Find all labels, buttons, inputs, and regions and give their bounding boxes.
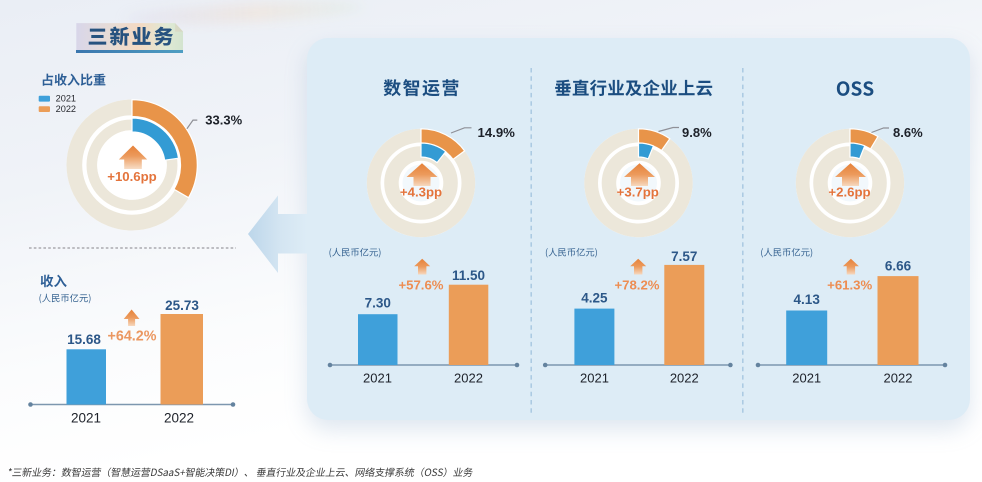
svg-text:2021: 2021	[363, 371, 392, 386]
svg-text:14.9%: 14.9%	[478, 125, 516, 140]
svg-text:2021: 2021	[580, 371, 609, 386]
svg-text:+2.6pp: +2.6pp	[828, 184, 870, 199]
svg-text:7.30: 7.30	[365, 295, 391, 310]
svg-text:+4.3pp: +4.3pp	[400, 184, 442, 199]
svg-text:11.50: 11.50	[452, 268, 485, 283]
svg-text:+3.7pp: +3.7pp	[617, 184, 659, 199]
svg-text:7.57: 7.57	[671, 249, 697, 264]
svg-text:+61.3%: +61.3%	[827, 277, 872, 292]
svg-text:15.68: 15.68	[67, 332, 101, 347]
svg-text:4.25: 4.25	[581, 291, 608, 306]
svg-text:9.8%: 9.8%	[682, 125, 712, 140]
svg-text:6.66: 6.66	[885, 259, 912, 274]
svg-text:8.6%: 8.6%	[893, 125, 923, 140]
svg-text:+64.2%: +64.2%	[108, 328, 157, 344]
svg-text:2021: 2021	[56, 94, 76, 104]
svg-text:+10.6pp: +10.6pp	[107, 169, 156, 184]
svg-text:33.3%: 33.3%	[205, 112, 242, 127]
svg-text:2022: 2022	[670, 371, 699, 386]
svg-text:4.13: 4.13	[794, 292, 821, 307]
svg-text:+57.6%: +57.6%	[398, 277, 443, 292]
svg-text:2022: 2022	[454, 371, 483, 386]
svg-text:25.73: 25.73	[165, 298, 199, 313]
svg-text:2021: 2021	[71, 411, 101, 426]
svg-text:2021: 2021	[792, 371, 821, 386]
svg-text:+78.2%: +78.2%	[614, 277, 659, 292]
svg-text:2022: 2022	[56, 104, 76, 114]
svg-text:2022: 2022	[164, 411, 194, 426]
svg-text:2022: 2022	[884, 371, 913, 386]
